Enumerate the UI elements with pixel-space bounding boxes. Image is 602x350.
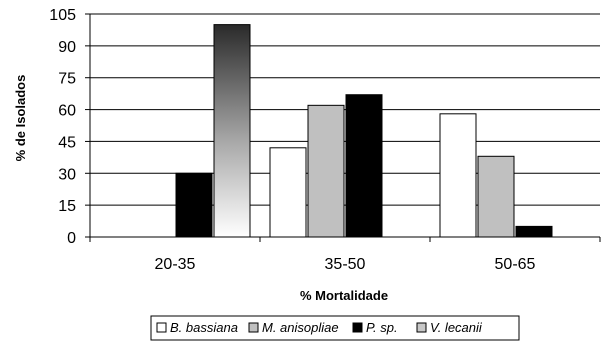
legend-label: P. sp. [366,320,398,335]
bar [175,172,213,238]
x-axis-title: % Mortalidade [300,288,388,303]
x-category-label: 20-35 [155,256,196,273]
y-tick-label: 15 [58,198,76,215]
bar [213,24,251,238]
bar [307,104,345,238]
legend: B. bassiana M. anisopliae P. sp. V. lecanii [150,315,520,341]
axes [89,14,601,242]
x-category-labels: 20-35 35-50 50-65 [155,256,536,273]
legend-box [150,315,520,341]
legend-label: M. anisopliae [262,320,339,335]
bar [269,147,307,238]
bar [515,225,553,238]
gridlines [85,13,600,238]
bar [439,113,477,238]
x-category-label: 35-50 [325,256,366,273]
y-tick-label: 60 [58,103,76,120]
bar [477,155,515,238]
bar [345,94,383,238]
legend-label: V. lecanii [430,320,483,335]
y-tick-labels: 0 15 30 45 60 75 90 105 [49,7,76,247]
legend-swatch [248,322,259,333]
y-tick-label: 45 [58,134,76,151]
y-tick-label: 0 [67,230,76,247]
legend-label: B. bassiana [170,320,238,335]
legend-swatch [156,322,167,333]
bars [175,24,553,238]
y-tick-label: 90 [58,39,76,56]
y-axis-title: % de Isolados [13,75,28,162]
y-tick-label: 75 [58,71,76,88]
legend-swatch [352,322,363,333]
x-category-label: 50-65 [495,256,536,273]
y-tick-label: 105 [49,7,76,24]
y-tick-label: 30 [58,166,76,183]
legend-swatch [416,322,427,333]
